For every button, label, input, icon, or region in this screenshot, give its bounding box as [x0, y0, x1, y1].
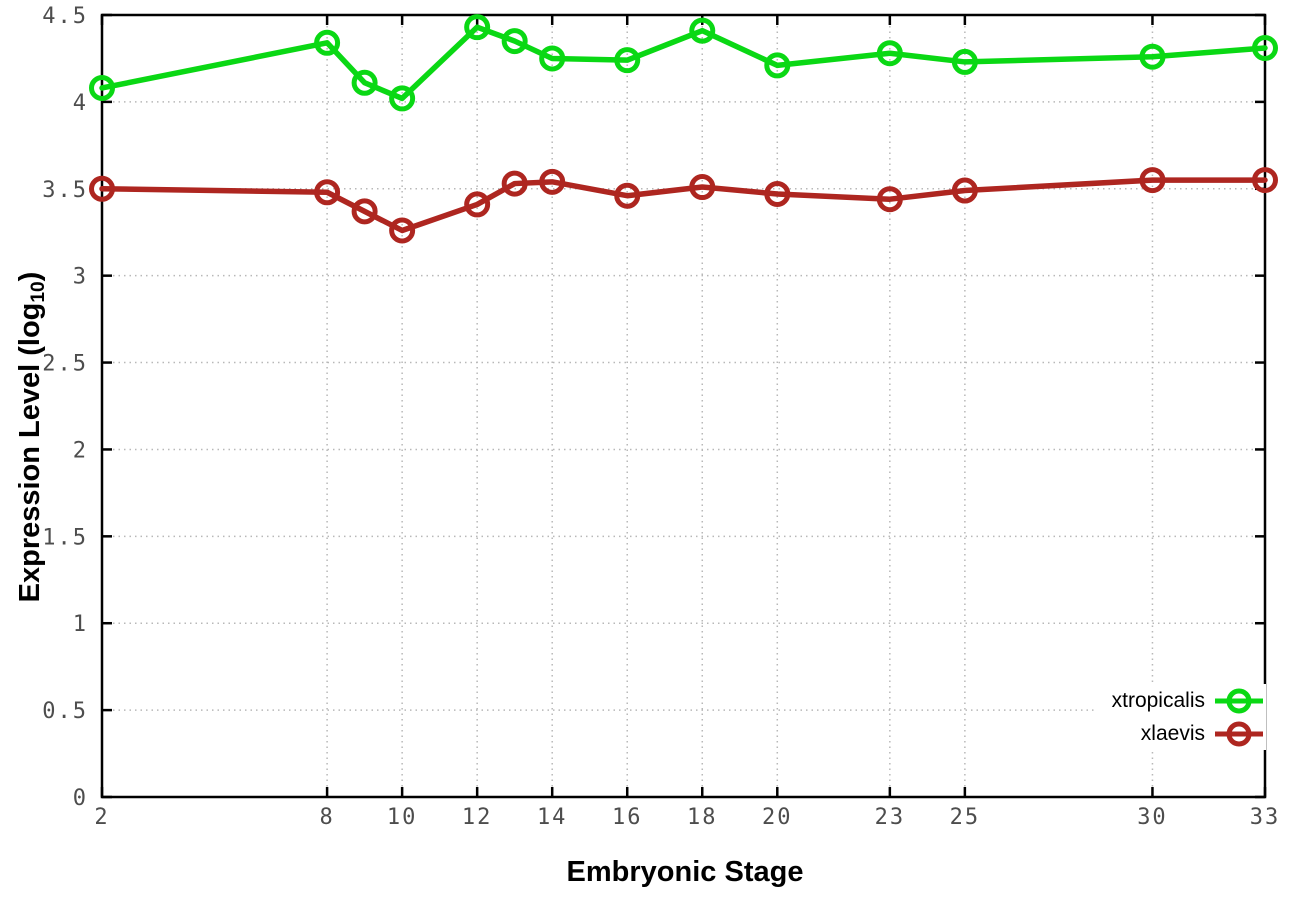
y-axis-title: Expression Level (log10): [14, 272, 50, 603]
x-tick-label: 14: [537, 805, 568, 830]
data-point-xlaevis: [501, 170, 528, 197]
x-tick-label: 2: [94, 805, 109, 830]
legend-item-xlaevis: xlaevis: [1112, 717, 1264, 750]
x-axis-title: Embryonic Stage: [566, 856, 804, 888]
data-point-xlaevis: [764, 180, 791, 207]
x-tick-label: 23: [875, 805, 906, 830]
data-point-xtropicalis: [689, 17, 716, 44]
y-tick-label: 0: [73, 786, 88, 811]
y-tick-label: 1: [73, 612, 88, 637]
legend-item-xtropicalis: xtropicalis: [1112, 684, 1264, 717]
data-point-xtropicalis: [614, 47, 641, 74]
data-point-xtropicalis: [1252, 35, 1278, 62]
data-point-xtropicalis: [464, 14, 491, 41]
x-tick-label: 20: [762, 805, 793, 830]
data-point-xtropicalis: [389, 85, 416, 112]
x-tick-label: 12: [462, 805, 493, 830]
y-axis-title-subscript: 10: [28, 281, 50, 303]
plot-border: [100, 13, 1267, 799]
legend: xtropicalis xlaevis: [1095, 684, 1266, 750]
data-point-xtropicalis: [876, 40, 903, 67]
legend-sample-xtropicalis: [1215, 688, 1263, 713]
x-tick-label: 18: [687, 805, 718, 830]
data-point-xtropicalis: [89, 74, 115, 101]
x-tick-label: 30: [1137, 805, 1168, 830]
data-point-xlaevis: [314, 179, 341, 206]
data-point-xlaevis: [951, 177, 978, 204]
data-point-xlaevis: [876, 186, 903, 213]
y-axis-title-close: ): [13, 271, 46, 282]
data-point-xtropicalis: [501, 28, 528, 55]
legend-sample-xlaevis: [1215, 721, 1263, 746]
x-tick-label: 8: [319, 805, 334, 830]
x-tick-label: 33: [1250, 805, 1281, 830]
y-tick-label: 3.5: [42, 178, 88, 203]
y-tick-label: 1.5: [42, 525, 88, 550]
legend-sample-marker-icon: [1226, 721, 1252, 746]
data-point-xlaevis: [351, 198, 378, 225]
y-tick-label: 0.5: [42, 699, 88, 724]
data-point-xlaevis: [1139, 167, 1166, 194]
legend-label-xlaevis: xlaevis: [1140, 721, 1205, 745]
data-point-xlaevis: [389, 217, 416, 244]
data-point-xlaevis: [614, 182, 641, 209]
y-tick-label: 4: [73, 91, 88, 116]
x-tick-label: 10: [387, 805, 418, 830]
series-line-xlaevis: [99, 177, 1268, 234]
x-tick-label: 25: [950, 805, 981, 830]
data-point-xtropicalis: [951, 48, 978, 75]
x-tick-label: 16: [612, 805, 643, 830]
data-point-xlaevis: [1252, 167, 1278, 194]
data-point-xtropicalis: [1139, 43, 1166, 70]
y-tick-label: 3: [73, 265, 88, 290]
y-axis-title-main: Expression Level (log: [13, 302, 46, 603]
legend-label-xtropicalis: xtropicalis: [1111, 688, 1205, 712]
data-point-xtropicalis: [539, 45, 566, 72]
data-point-xtropicalis: [764, 52, 791, 79]
data-point-xlaevis: [89, 175, 115, 202]
y-tick-label: 2.5: [42, 352, 88, 377]
data-point-xlaevis: [464, 191, 491, 218]
data-point-xtropicalis: [351, 69, 378, 96]
data-point-xlaevis: [539, 168, 566, 195]
data-point-xlaevis: [689, 174, 716, 201]
y-tick-label: 2: [73, 438, 88, 463]
series-line-xtropicalis: [99, 24, 1268, 102]
data-point-xtropicalis: [314, 29, 341, 56]
legend-sample-marker-icon: [1226, 688, 1252, 713]
y-tick-label: 4.5: [42, 4, 88, 29]
